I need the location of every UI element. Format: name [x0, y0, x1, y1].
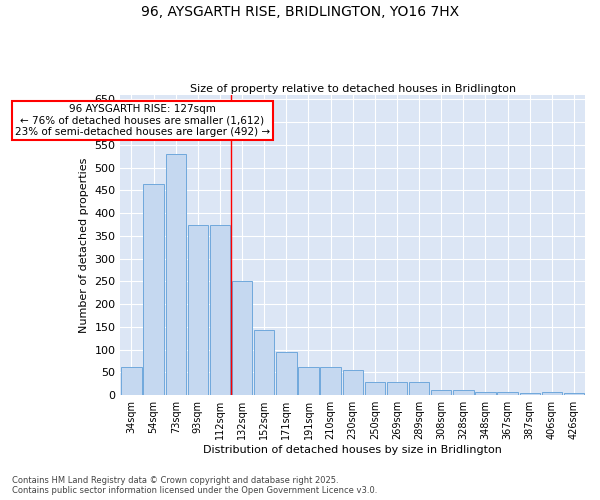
Bar: [497, 392, 518, 395]
Bar: [188, 224, 208, 395]
Bar: [254, 330, 274, 395]
Bar: [542, 392, 562, 395]
Bar: [564, 393, 584, 395]
Bar: [475, 392, 496, 395]
Bar: [320, 366, 341, 395]
Bar: [453, 390, 473, 395]
Bar: [121, 366, 142, 395]
Y-axis label: Number of detached properties: Number of detached properties: [79, 158, 89, 332]
Text: 96 AYSGARTH RISE: 127sqm
← 76% of detached houses are smaller (1,612)
23% of sem: 96 AYSGARTH RISE: 127sqm ← 76% of detach…: [15, 104, 270, 137]
X-axis label: Distribution of detached houses by size in Bridlington: Distribution of detached houses by size …: [203, 445, 502, 455]
Bar: [365, 382, 385, 395]
Text: 96, AYSGARTH RISE, BRIDLINGTON, YO16 7HX: 96, AYSGARTH RISE, BRIDLINGTON, YO16 7HX: [141, 5, 459, 19]
Bar: [143, 184, 164, 395]
Title: Size of property relative to detached houses in Bridlington: Size of property relative to detached ho…: [190, 84, 516, 94]
Bar: [520, 393, 540, 395]
Bar: [343, 370, 363, 395]
Text: Contains HM Land Registry data © Crown copyright and database right 2025.
Contai: Contains HM Land Registry data © Crown c…: [12, 476, 377, 495]
Bar: [387, 382, 407, 395]
Bar: [431, 390, 451, 395]
Bar: [298, 366, 319, 395]
Bar: [232, 282, 252, 395]
Bar: [276, 352, 296, 395]
Bar: [409, 382, 429, 395]
Bar: [210, 224, 230, 395]
Bar: [166, 154, 186, 395]
